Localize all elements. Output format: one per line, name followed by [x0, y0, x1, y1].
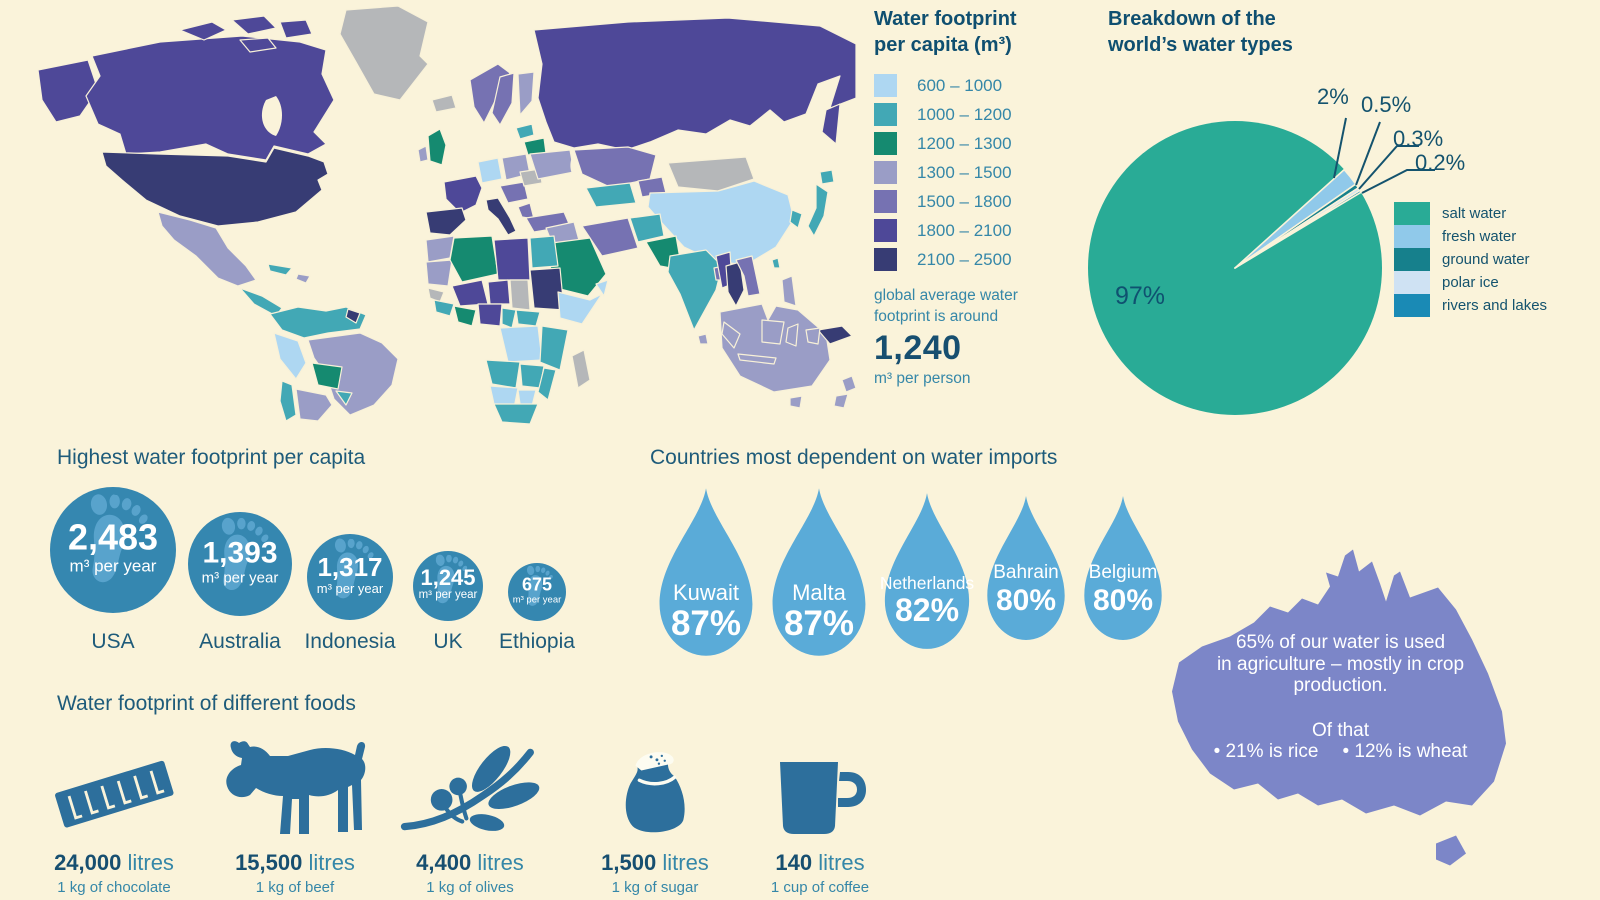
footprint-circle: 1,245 m³ per year: [413, 551, 483, 621]
pie-title: Breakdown of the world’s water types: [1108, 8, 1293, 56]
legend-row: 1000 – 1200: [874, 103, 1089, 126]
pie-slice-rivers-lakes: [1234, 189, 1362, 269]
pie-legend-row: rivers and lakes: [1394, 294, 1547, 317]
tasmania-shape: [1436, 835, 1466, 866]
pie-legend-swatch: [1394, 294, 1430, 317]
import-drop-belgium: Belgium 80%: [1078, 494, 1168, 642]
footprint-country-label: Indonesia: [304, 630, 396, 653]
cow-icon: [220, 738, 370, 838]
region-europe: [417, 63, 575, 236]
legend-swatch: [874, 74, 897, 97]
pie-callout-polar-ice: 0.3%: [1393, 126, 1444, 151]
coffee-mug-icon: [774, 738, 866, 838]
sugar-sack-icon: [616, 738, 694, 838]
food-item-beef: 15,500 litres 1 kg of beef: [200, 738, 390, 896]
global-average-unit: m³ per person: [874, 370, 971, 387]
footprint-country-label: Ethiopia: [499, 630, 575, 653]
world-map: [37, 5, 857, 425]
footprint-country-label: USA: [91, 630, 135, 653]
pie-legend-swatch: [1394, 248, 1430, 271]
legend-row: 2100 – 2500: [874, 248, 1089, 271]
legend-row: 1500 – 1800: [874, 190, 1089, 213]
legend-swatch: [874, 103, 897, 126]
footprint-circle: 1,393 m³ per year: [188, 512, 292, 616]
region-south-america: [269, 306, 399, 422]
pie-legend-row: salt water: [1394, 202, 1547, 225]
footprint-circle: 2,483 m³ per year: [50, 487, 176, 613]
region-africa: [425, 235, 603, 425]
legend-swatch: [874, 219, 897, 242]
global-average-value: 1,240: [874, 329, 962, 367]
footprint-item-ethiopia: 675 m³ per year Ethiopia: [472, 563, 602, 654]
water-types-pie-chart: 2% 0.5% 0.3% 0.2% 97%: [1085, 78, 1555, 428]
pie-legend-row: ground water: [1394, 248, 1547, 271]
legend-row: 1300 – 1500: [874, 161, 1089, 184]
footprint-country-label: UK: [433, 630, 463, 653]
footprint-item-usa: 2,483 m³ per year USA: [48, 487, 178, 654]
pie-legend-swatch: [1394, 271, 1430, 294]
pie-callout-lines: [1333, 117, 1435, 194]
import-drop-bahrain: Bahrain 80%: [981, 494, 1071, 642]
footprint-item-uk: 1,245 m³ per year UK: [383, 551, 513, 654]
pie-legend-row: fresh water: [1394, 225, 1547, 248]
pie-legend-swatch: [1394, 225, 1430, 248]
region-asia: [525, 17, 857, 345]
legend-swatch: [874, 190, 897, 213]
legend-swatch: [874, 161, 897, 184]
food-item-olives: 4,400 litres 1 kg of olives: [375, 738, 565, 896]
olive-branch-icon: [400, 738, 540, 838]
pie-callout-ground-water: 0.5%: [1361, 92, 1412, 117]
footprints-heading: Highest water footprint per capita: [57, 446, 366, 469]
food-item-coffee: 140 litres 1 cup of coffee: [725, 738, 915, 896]
pie-legend-swatch: [1394, 202, 1430, 225]
australia-shape: [1172, 549, 1506, 866]
food-item-sugar: 1,500 litres 1 kg of sugar: [560, 738, 750, 896]
footprint-item-australia: 1,393 m³ per year Australia: [175, 512, 305, 654]
legend-swatch: [874, 248, 897, 271]
legend-swatch: [874, 132, 897, 155]
pie-callout-rivers-lakes: 0.2%: [1415, 150, 1466, 175]
legend-row: 1800 – 2100: [874, 219, 1089, 242]
footprint-country-label: Australia: [199, 630, 281, 653]
pie-callout-fresh-water: 2%: [1317, 84, 1349, 109]
map-legend-title: Water footprint per capita (m³): [874, 8, 1017, 56]
global-average-note: global average water footprint is around: [874, 287, 1018, 325]
chocolate-bar-icon: [44, 738, 184, 838]
region-oceania: [719, 303, 857, 409]
footprint-circle: 675 m³ per year: [508, 563, 566, 621]
region-north-america: [37, 5, 457, 317]
imports-heading: Countries most dependent on water import…: [650, 446, 1058, 469]
pie-salt-water-label: 97%: [1115, 282, 1166, 310]
pie-legend: salt water fresh water ground water pola…: [1394, 202, 1547, 317]
footprint-item-indonesia: 1,317 m³ per year Indonesia: [285, 534, 415, 654]
australia-agriculture-fact: 65% of our water is used in agriculture …: [1148, 540, 1533, 888]
import-drop-kuwait: Kuwait 87%: [652, 486, 760, 658]
pie-legend-row: polar ice: [1394, 271, 1547, 294]
foods-heading: Water footprint of different foods: [57, 692, 356, 715]
import-drop-netherlands: Netherlands 82%: [878, 491, 976, 651]
legend-row: 1200 – 1300: [874, 132, 1089, 155]
legend-row: 600 – 1000: [874, 74, 1089, 97]
import-drop-malta: Malta 87%: [765, 486, 873, 658]
australia-fact-text: 65% of our water is used in agriculture …: [1213, 632, 1468, 762]
map-legend: Water footprint per capita (m³) 600 – 10…: [874, 6, 1089, 388]
footprint-circle: 1,317 m³ per year: [307, 534, 393, 620]
food-item-chocolate: 24,000 litres 1 kg of chocolate: [19, 738, 209, 896]
